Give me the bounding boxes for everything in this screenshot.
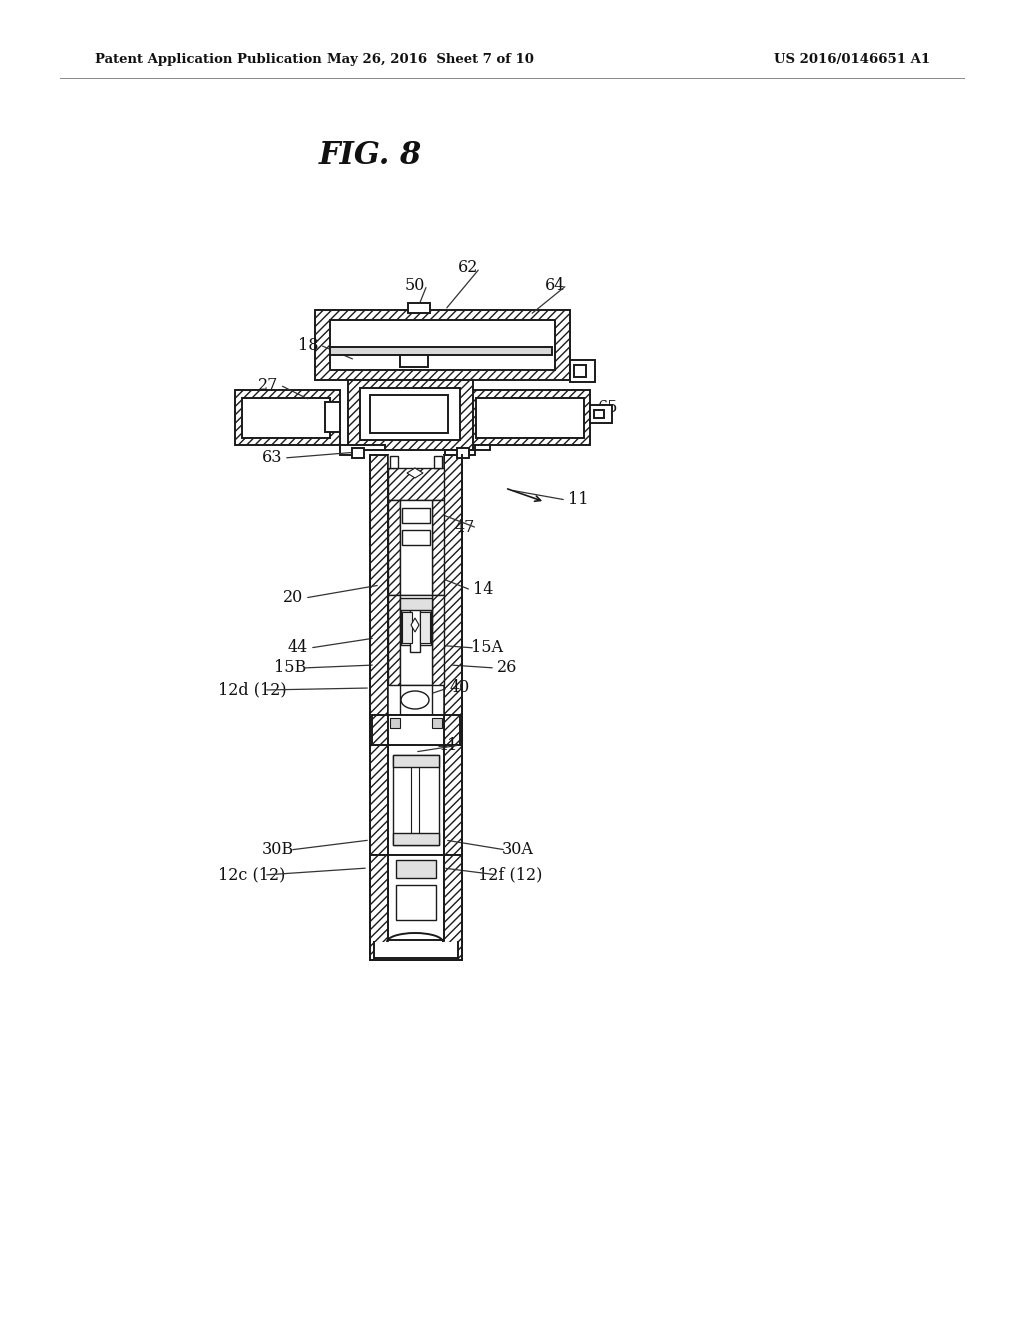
Bar (352, 447, 364, 458)
Bar (476, 399, 584, 438)
Polygon shape (411, 618, 419, 632)
Text: 11: 11 (567, 491, 588, 508)
Bar (400, 598, 432, 610)
Text: 64: 64 (545, 276, 565, 293)
Text: 12c (12): 12c (12) (218, 866, 286, 883)
Text: 44: 44 (288, 639, 308, 656)
Bar (388, 744, 444, 855)
Polygon shape (445, 445, 490, 455)
Bar (396, 861, 436, 878)
Ellipse shape (401, 690, 429, 709)
Text: 15B: 15B (273, 660, 306, 676)
Bar (470, 389, 590, 445)
Text: 14: 14 (473, 582, 494, 598)
Bar (402, 531, 430, 545)
Text: 12f (12): 12f (12) (478, 866, 542, 883)
Bar (419, 610, 431, 645)
Bar (388, 595, 400, 685)
Bar (388, 455, 444, 960)
Bar (574, 366, 586, 378)
Bar (401, 610, 413, 645)
Text: 62: 62 (458, 260, 478, 276)
Bar (388, 715, 444, 744)
Bar (370, 855, 462, 960)
Text: 30A: 30A (502, 842, 534, 858)
Bar (390, 718, 400, 729)
Text: 50: 50 (404, 276, 425, 293)
Text: 12d (12): 12d (12) (218, 681, 287, 698)
Bar (400, 595, 432, 685)
Polygon shape (340, 445, 385, 455)
Bar (388, 469, 444, 500)
Text: May 26, 2016  Sheet 7 of 10: May 26, 2016 Sheet 7 of 10 (327, 54, 534, 66)
Text: 20: 20 (283, 590, 303, 606)
Bar (410, 602, 420, 652)
Bar (360, 388, 460, 440)
Polygon shape (407, 469, 423, 478)
Bar (393, 755, 439, 767)
Bar (570, 360, 595, 381)
Bar (370, 744, 462, 855)
Bar (393, 833, 439, 845)
Bar (234, 389, 340, 445)
Bar (590, 405, 612, 422)
Text: 40: 40 (450, 680, 470, 697)
Bar (400, 685, 432, 715)
Text: Patent Application Publication: Patent Application Publication (95, 54, 322, 66)
Text: US 2016/0146651 A1: US 2016/0146651 A1 (774, 54, 930, 66)
Bar (432, 718, 442, 729)
Bar (388, 855, 444, 940)
Text: 65: 65 (598, 400, 618, 417)
Text: 63: 63 (262, 450, 283, 466)
Bar (444, 455, 462, 960)
Bar (315, 310, 570, 380)
Bar (374, 942, 458, 960)
Bar (400, 500, 432, 595)
Bar (370, 395, 449, 433)
Text: 15A: 15A (471, 639, 503, 656)
Text: 30B: 30B (262, 842, 294, 858)
Text: 26: 26 (497, 660, 517, 676)
Bar (330, 319, 555, 370)
Bar (396, 884, 436, 920)
Text: 47: 47 (455, 520, 475, 536)
Bar (420, 612, 430, 643)
Bar (402, 508, 430, 523)
Bar (390, 455, 398, 469)
Bar (402, 612, 412, 643)
Bar (330, 347, 552, 355)
Bar (408, 304, 430, 313)
Text: 27: 27 (258, 376, 279, 393)
Bar (434, 455, 442, 469)
Bar (325, 403, 340, 432)
Bar (370, 455, 388, 960)
Bar (432, 595, 444, 685)
Bar (400, 355, 428, 367)
Text: FIG. 8: FIG. 8 (318, 140, 422, 170)
Text: 18: 18 (298, 337, 318, 354)
Bar (372, 715, 460, 744)
Bar (432, 500, 444, 595)
Bar (388, 500, 400, 595)
Bar (411, 758, 419, 842)
Bar (457, 447, 469, 458)
Bar (594, 411, 604, 418)
Bar (393, 755, 439, 845)
Bar (348, 380, 473, 450)
Bar (242, 399, 330, 438)
Text: 41: 41 (438, 737, 458, 754)
